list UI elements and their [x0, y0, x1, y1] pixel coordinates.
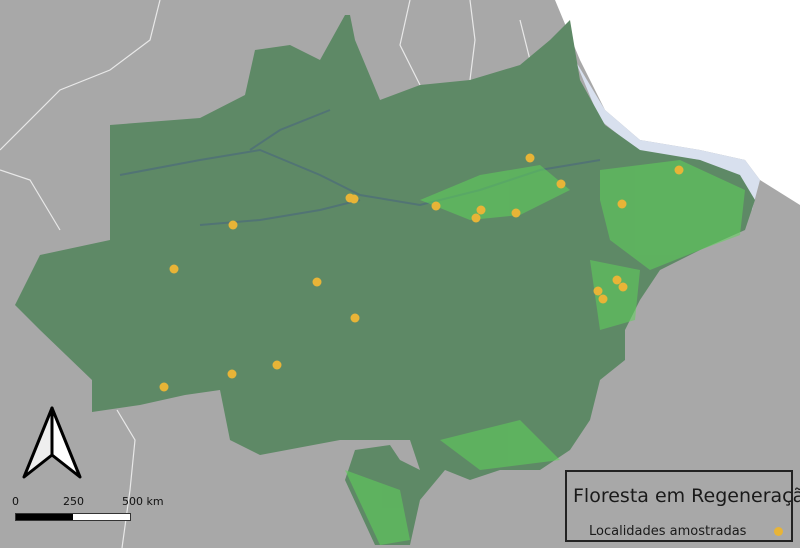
north-arrow-icon: [22, 406, 82, 479]
sample-location-point: [525, 153, 535, 163]
sample-location-point: [598, 294, 608, 304]
sample-location-point: [476, 205, 486, 215]
scale-label-500: 500 km: [122, 495, 164, 508]
scale-label-250: 250: [63, 495, 84, 508]
sample-location-point: [618, 282, 628, 292]
sample-location-point: [471, 213, 481, 223]
sample-location-point: [312, 277, 322, 287]
regeneration-areas: [345, 160, 745, 545]
sample-location-point: [350, 313, 360, 323]
sample-location-point: [159, 382, 169, 392]
scale-bar: [15, 513, 131, 521]
ocean: [555, 0, 800, 205]
legend: Floresta em Regeneração Localidades amos…: [565, 470, 800, 542]
scale-label-0: 0: [12, 495, 19, 508]
sample-location-point: [349, 194, 359, 204]
sample-locations: [159, 153, 684, 392]
sample-location-point: [674, 165, 684, 175]
legal-amazon-region: [15, 15, 755, 545]
sample-location-point: [612, 275, 622, 285]
north-arrow: [20, 405, 85, 489]
sample-location-point: [228, 220, 238, 230]
legend-item-label: Localidades amostradas: [589, 524, 747, 539]
sample-location-point: [431, 201, 441, 211]
sample-location-point: [227, 369, 237, 379]
sample-location-point: [593, 286, 603, 296]
sample-location-point: [511, 208, 521, 218]
country-borders: [0, 0, 531, 548]
sample-location-point: [169, 264, 179, 274]
sample-location-point: [556, 179, 566, 189]
sample-location-point: [617, 199, 627, 209]
legend-marker: [774, 527, 783, 536]
sample-location-point: [272, 360, 282, 370]
legend-title: Floresta em Regeneração: [573, 485, 800, 507]
